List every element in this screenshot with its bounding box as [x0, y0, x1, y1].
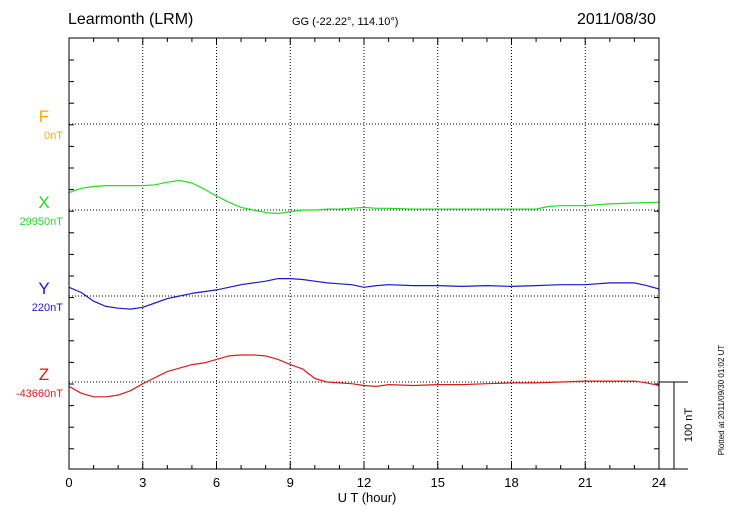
x-tick-label: 12: [357, 475, 371, 490]
data-traces: [68, 179, 660, 398]
x-tick-label: 15: [431, 475, 445, 490]
series-baseline-z: -43660nT: [16, 388, 63, 400]
x-tick-label: 3: [139, 475, 146, 490]
station-title: Learmonth (LRM): [68, 11, 194, 28]
tick-marks: [68, 38, 660, 469]
date-label: 2011/08/30: [577, 11, 656, 28]
series-label-y: Y: [38, 279, 49, 298]
x-tick-labels: 0 3 6 9 12 15 18 21 24: [65, 475, 666, 490]
series-baseline-x: 29950nT: [20, 216, 64, 228]
series-baseline-f: 0nT: [44, 130, 63, 142]
x-tick-label: 0: [65, 475, 72, 490]
scale-bar-label: 100 nT: [683, 408, 695, 443]
x-axis-label: U T (hour): [338, 490, 397, 505]
series-labels: F 0nT X 29950nT Y 220nT Z -43660nT: [16, 107, 63, 400]
plot-frame: [68, 37, 660, 470]
coordinates-label: GG (-22.22°, 114.10°): [292, 16, 399, 28]
series-label-z: Z: [39, 365, 49, 384]
x-tick-label: 18: [504, 475, 518, 490]
series-line-x: [68, 179, 660, 215]
series-line-y: [68, 278, 660, 310]
series-label-f: F: [39, 107, 49, 126]
x-tick-label: 9: [287, 475, 294, 490]
plotted-note: Plotted at 2011/09/30 01:02 UT: [717, 345, 726, 456]
series-line-z: [68, 354, 660, 398]
series-baseline-y: 220nT: [32, 302, 63, 314]
grid: [69, 38, 659, 469]
x-tick-label: 6: [213, 475, 220, 490]
series-label-x: X: [38, 193, 49, 212]
x-tick-label: 21: [578, 475, 592, 490]
scale-bar: 100 nT: [659, 381, 695, 470]
x-tick-label: 24: [652, 475, 666, 490]
